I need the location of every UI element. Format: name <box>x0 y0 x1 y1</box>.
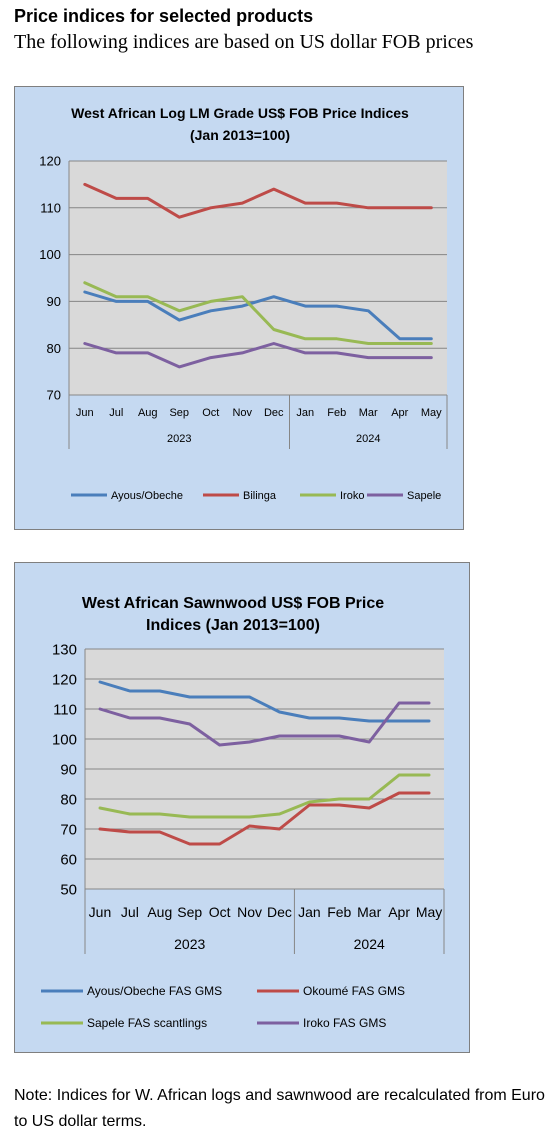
x-tick-label: Jun <box>89 904 112 920</box>
plot-area <box>69 161 447 395</box>
x-tick-label: Sep <box>177 904 202 920</box>
y-tick-label: 130 <box>52 641 77 658</box>
x-group-label: 2024 <box>356 433 380 445</box>
y-tick-label: 110 <box>40 200 61 215</box>
x-tick-label: Dec <box>267 904 292 920</box>
series-line <box>83 281 433 345</box>
series-line <box>83 182 433 219</box>
x-tick-label: Apr <box>388 904 410 920</box>
x-tick-label: Sep <box>169 407 189 419</box>
chart-title-line: West African Sawnwood US$ FOB Price <box>82 595 384 612</box>
legend-label: Okoumé FAS GMS <box>303 984 405 998</box>
x-tick-label: Jul <box>109 407 123 419</box>
legend-label: Iroko <box>340 490 364 502</box>
x-tick-label: Feb <box>327 904 351 920</box>
x-tick-label: Jan <box>296 407 314 419</box>
y-tick-label: 120 <box>39 154 61 169</box>
series-line <box>98 701 431 747</box>
x-tick-label: Nov <box>237 904 262 920</box>
series-line <box>98 680 431 723</box>
legend-label: Iroko FAS GMS <box>303 1016 386 1030</box>
y-tick-label: 100 <box>52 731 77 748</box>
x-tick-label: Aug <box>138 407 158 419</box>
x-tick-label: May <box>421 407 442 419</box>
x-group-label: 2023 <box>167 433 191 445</box>
x-tick-label: Apr <box>391 407 408 419</box>
page-title: Price indices for selected products <box>14 6 314 26</box>
x-tick-label: Oct <box>209 904 231 920</box>
y-tick-label: 90 <box>47 294 61 309</box>
series-line <box>98 791 431 846</box>
y-tick-label: 70 <box>47 388 61 403</box>
legend-label: Ayous/Obeche FAS GMS <box>87 984 222 998</box>
series-line <box>98 773 431 819</box>
x-tick-label: Aug <box>147 904 172 920</box>
x-tick-label: Mar <box>359 407 378 419</box>
legend-label: Bilinga <box>243 490 277 502</box>
x-tick-label: Dec <box>264 407 284 419</box>
legend-label: Sapele FAS scantlings <box>87 1016 207 1030</box>
chart-title-line: West African Log LM Grade US$ FOB Price … <box>71 105 409 121</box>
chart-title-line: Indices (Jan 2013=100) <box>146 617 320 634</box>
y-tick-label: 110 <box>53 701 77 718</box>
page-subtitle: The following indices are based on US do… <box>14 31 474 53</box>
x-group-label: 2024 <box>354 936 385 952</box>
x-tick-label: May <box>416 904 442 920</box>
series-line <box>83 342 433 369</box>
footnote: Note: Indices for W. African logs and sa… <box>14 1087 545 1130</box>
chart-title-line: (Jan 2013=100) <box>190 127 290 143</box>
x-tick-label: Jul <box>121 904 139 920</box>
x-tick-label: Jan <box>298 904 321 920</box>
y-tick-label: 100 <box>39 247 61 262</box>
x-tick-label: Oct <box>202 407 219 419</box>
sawnwood-price-chart: West African Sawnwood US$ FOB Price Indic… <box>14 562 470 1053</box>
log-price-chart-svg: West African Log LM Grade US$ FOB Price … <box>39 105 448 502</box>
x-tick-label: Mar <box>357 904 381 920</box>
x-tick-label: Feb <box>327 407 346 419</box>
legend-label: Sapele <box>407 490 441 502</box>
y-tick-label: 80 <box>47 341 61 356</box>
x-group-label: 2023 <box>174 936 205 952</box>
y-tick-label: 120 <box>52 671 77 688</box>
x-tick-label: Jun <box>76 407 94 419</box>
sawnwood-price-chart-svg: West African Sawnwood US$ FOB Price Indic… <box>41 595 445 1030</box>
y-tick-label: 90 <box>60 761 77 778</box>
y-tick-label: 60 <box>60 851 77 868</box>
y-tick-label: 50 <box>60 881 77 898</box>
x-tick-label: Nov <box>232 407 252 419</box>
y-tick-label: 80 <box>60 791 77 808</box>
y-tick-label: 70 <box>60 821 77 838</box>
log-price-chart: West African Log LM Grade US$ FOB Price … <box>14 86 464 530</box>
series-line <box>83 290 433 341</box>
legend-label: Ayous/Obeche <box>111 490 183 502</box>
